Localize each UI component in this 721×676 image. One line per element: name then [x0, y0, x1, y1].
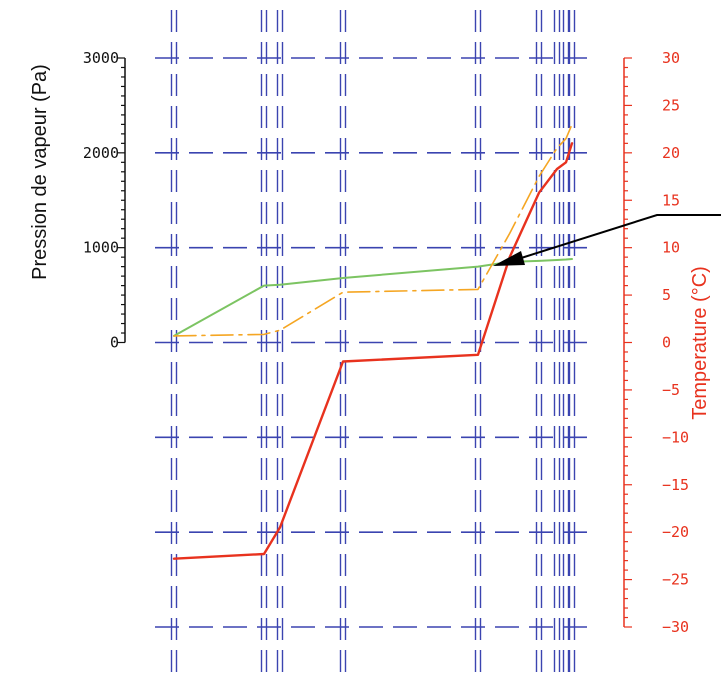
y-tick-label-left: 3000: [83, 49, 119, 67]
y-tick-label-right: 20: [662, 144, 680, 162]
series-vapour-line: [173, 258, 573, 337]
y-tick-label-right: 5: [662, 286, 671, 304]
y-tick-label-right: −15: [662, 476, 689, 494]
y-tick-label-left: 0: [110, 334, 119, 352]
annotation-arrow-head: [493, 251, 525, 266]
y-tick-label-right: 15: [662, 191, 680, 209]
y-tick-label-right: −10: [662, 428, 689, 446]
data-series: [172, 123, 574, 560]
y-tick-label-right: 10: [662, 239, 680, 257]
y-tick-label-right: 0: [662, 334, 671, 352]
annotation-arrow-line: [517, 214, 721, 260]
y-axis-label-left: Pression de vapeur (Pa): [29, 64, 51, 280]
horizontal-gridlines: [155, 57, 592, 628]
y-tick-label-right: 25: [662, 96, 680, 114]
layer-boundary-gridlines: [170, 10, 576, 676]
y-tick-label-left: 2000: [83, 144, 119, 162]
left-axis: 0 1000 2000 3000: [83, 49, 126, 352]
y-tick-label-right: −5: [662, 381, 680, 399]
y-axis-label-right: Temperature (°C): [689, 266, 711, 420]
series-temperature-line: [172, 142, 574, 560]
right-axis: 30 25 20 15 10 5 0 −5 −10 −15 −20 −25 −30: [623, 49, 689, 636]
y-tick-label-right: −30: [662, 618, 689, 636]
y-tick-label-right: −25: [662, 571, 689, 589]
y-tick-label-right: 30: [662, 49, 680, 67]
y-tick-label-right: −20: [662, 523, 689, 541]
annotation-arrow: [493, 214, 721, 266]
series-saturation-line: [173, 123, 573, 337]
y-tick-label-left: 1000: [83, 239, 119, 257]
